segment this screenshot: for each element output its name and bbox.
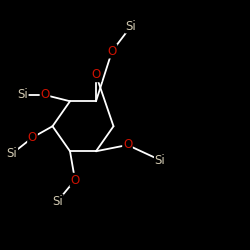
- Text: O: O: [70, 174, 80, 186]
- Text: Si: Si: [154, 154, 166, 166]
- Text: Si: Si: [52, 195, 63, 208]
- Text: Si: Si: [17, 88, 28, 102]
- Text: O: O: [92, 68, 100, 82]
- Text: O: O: [123, 138, 132, 151]
- Text: O: O: [40, 88, 50, 102]
- Text: O: O: [28, 131, 37, 144]
- Text: O: O: [108, 45, 116, 58]
- Text: Si: Si: [6, 147, 18, 160]
- Text: Si: Si: [126, 20, 136, 33]
